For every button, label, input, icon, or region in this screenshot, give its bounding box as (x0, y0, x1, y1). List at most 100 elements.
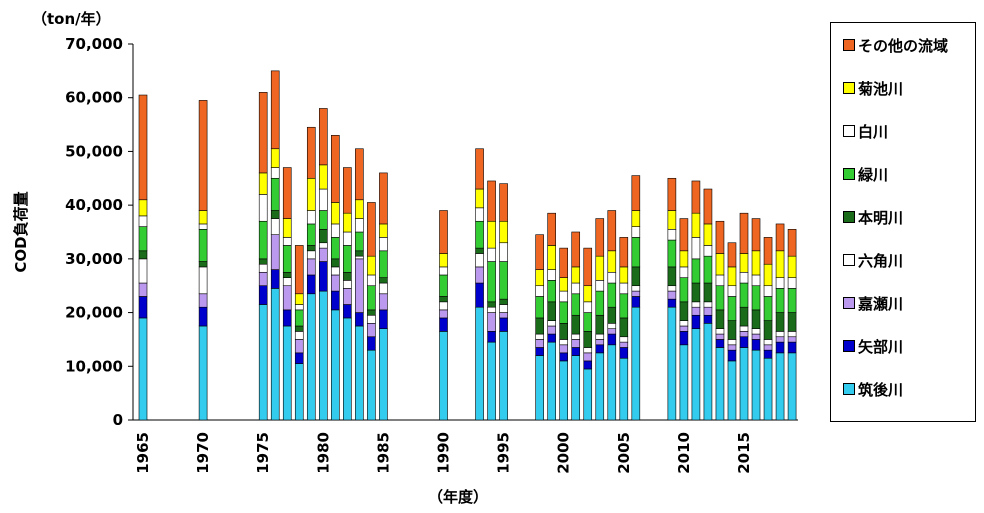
bar-segment-1981-2 (331, 274, 340, 292)
bar-segment-2010-0 (679, 344, 689, 421)
bar-segment-2015-2 (739, 331, 749, 338)
bar-segment-1980-4 (318, 229, 328, 244)
bar-segment-1965-6 (138, 215, 148, 227)
bar-segment-2017-8 (763, 237, 773, 265)
bar-segment-1975-8 (258, 92, 268, 174)
bar-segment-1976-2 (270, 234, 280, 270)
bar-segment-1975-1 (258, 285, 268, 305)
bar-segment-2016-5 (751, 285, 761, 311)
bar-segment-1993-3 (475, 253, 484, 268)
bar-segment-1980-5 (318, 210, 328, 230)
bar-segment-1980-8 (318, 108, 328, 166)
bar-segment-1993-7 (475, 188, 484, 209)
bar-segment-1993-1 (475, 282, 484, 308)
bar-segment-1984-2 (367, 323, 376, 338)
bar-segment-1985-0 (379, 328, 388, 421)
bar-segment-2009-4 (667, 266, 677, 287)
bar-segment-1998-0 (535, 355, 544, 421)
bar-segment-2001-0 (571, 355, 581, 421)
bar-segment-2001-6 (571, 282, 581, 295)
bar-segment-2015-6 (739, 271, 749, 284)
bar-segment-2019-8 (787, 229, 797, 257)
bar-segment-1975-6 (258, 194, 268, 222)
bar-segment-1995-1 (499, 317, 508, 332)
bar-segment-1979-4 (306, 245, 316, 252)
bar-segment-1975-5 (258, 220, 268, 260)
bar-segment-2013-8 (715, 220, 725, 254)
bar-segment-2017-3 (763, 339, 773, 346)
bar-segment-2010-4 (679, 301, 689, 321)
bar-segment-1970-0 (198, 325, 208, 421)
bar-segment-2001-3 (571, 333, 581, 340)
bar-segment-1994-7 (487, 220, 496, 249)
bar-segment-1999-3 (547, 320, 556, 327)
bar-segment-1990-0 (439, 331, 448, 421)
bar-segment-1976-4 (270, 210, 280, 219)
bar-segment-2003-6 (595, 280, 605, 292)
legend-swatch (843, 125, 855, 137)
bar-segment-1970-7 (198, 210, 208, 225)
bar-segment-1965-3 (138, 258, 148, 284)
bar-segment-2003-7 (595, 255, 605, 281)
bar-segment-2006-1 (631, 296, 641, 308)
bar-segment-1980-6 (318, 188, 328, 211)
legend-item: 矢部川 (843, 336, 903, 356)
bar-segment-2013-0 (715, 347, 725, 421)
bar-segment-2014-2 (727, 344, 737, 351)
legend-label: その他の流域 (858, 36, 949, 55)
bar-segment-2011-6 (691, 237, 701, 260)
bar-segment-2006-4 (631, 266, 641, 287)
legend-label: 六角川 (858, 251, 904, 270)
y-tick-label: 50,000 (65, 142, 123, 160)
bar-segment-2000-7 (559, 277, 569, 292)
bar-segment-2006-6 (631, 226, 641, 238)
bar-segment-2019-2 (787, 336, 797, 343)
bar-segment-2012-3 (703, 301, 713, 308)
bar-segment-2012-0 (703, 323, 713, 421)
bar-segment-2002-1 (583, 360, 593, 370)
bar-segment-2002-8 (583, 247, 593, 287)
bar-segment-2014-8 (727, 242, 737, 268)
bar-segment-2009-3 (667, 285, 677, 292)
legend-label: 矢部川 (858, 337, 904, 356)
bar-segment-1984-6 (367, 274, 376, 287)
bar-segment-1985-4 (379, 277, 388, 284)
y-axis-title: COD負荷量 (12, 191, 30, 272)
legend-swatch (843, 168, 855, 180)
bar-segment-1999-0 (547, 341, 556, 421)
bar-segment-1965-7 (138, 199, 148, 217)
bar-segment-2009-7 (667, 210, 677, 230)
bar-segment-1976-1 (270, 269, 280, 289)
bar-segment-2012-5 (703, 255, 713, 284)
bar-segment-1978-5 (294, 309, 304, 327)
bar-segment-1976-8 (270, 70, 280, 150)
bar-segment-1977-3 (282, 277, 292, 287)
y-tick-label: 10,000 (65, 357, 123, 375)
bar-segment-2014-1 (727, 349, 737, 362)
bar-segment-1977-5 (282, 245, 292, 273)
bar-segment-1978-1 (294, 352, 304, 364)
bar-segment-1981-7 (331, 202, 340, 225)
bar-segment-2013-5 (715, 285, 725, 311)
bar-segment-2012-6 (703, 245, 713, 257)
y-tick-label: 20,000 (65, 304, 123, 322)
bar-segment-1979-0 (306, 293, 316, 421)
bar-segment-2019-4 (787, 312, 797, 332)
bar-segment-1978-2 (294, 339, 304, 354)
bar-segment-1970-8 (198, 100, 208, 211)
bar-segment-1970-2 (198, 293, 208, 308)
bar-segment-1998-6 (535, 285, 544, 297)
bar-segment-1978-3 (294, 331, 304, 340)
bar-segment-2015-1 (739, 336, 749, 348)
bar-segment-2000-0 (559, 360, 569, 421)
bar-segment-1965-1 (138, 296, 148, 319)
bar-segment-1965-5 (138, 226, 148, 252)
x-axis-title: （年度） (428, 488, 488, 506)
x-tick-label: 1975 (254, 432, 272, 474)
bar-segment-1976-6 (270, 167, 280, 179)
bar-segment-1979-6 (306, 210, 316, 225)
bar-segment-2001-2 (571, 339, 581, 348)
bar-segment-1979-1 (306, 274, 316, 295)
bar-segment-1998-7 (535, 269, 544, 287)
bar-segment-2010-1 (679, 331, 689, 346)
